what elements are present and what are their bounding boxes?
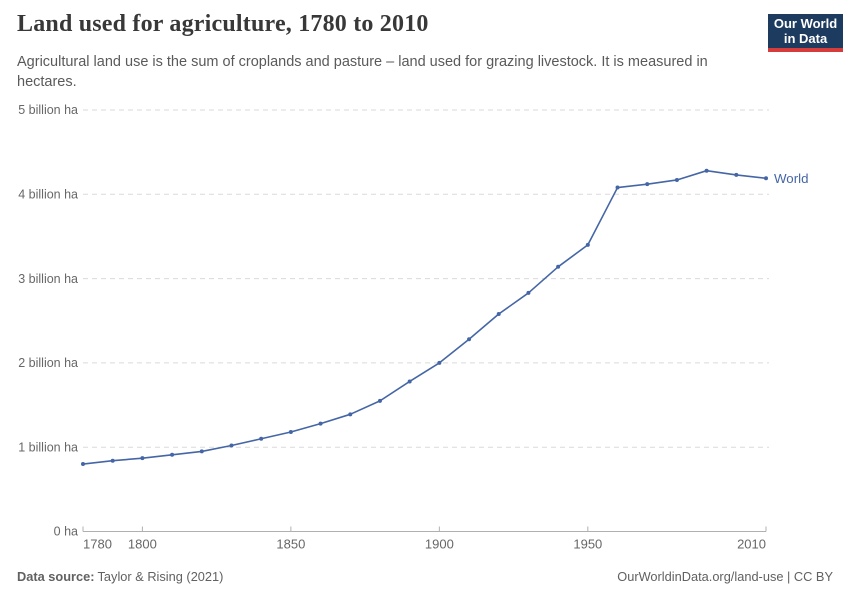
data-point[interactable] <box>645 182 650 187</box>
data-point[interactable] <box>229 443 234 448</box>
data-point[interactable] <box>377 398 382 403</box>
series-line <box>82 169 767 465</box>
y-tick-label: 0 ha <box>54 525 78 539</box>
y-tick-label: 5 billion ha <box>18 103 78 117</box>
data-point[interactable] <box>110 458 115 463</box>
y-tick-label: 2 billion ha <box>18 356 78 370</box>
data-point[interactable] <box>81 462 85 467</box>
y-tick-label: 1 billion ha <box>18 440 78 454</box>
data-point[interactable] <box>140 456 145 461</box>
series-label: World <box>774 171 808 186</box>
data-point[interactable] <box>170 452 175 457</box>
x-tick-label: 1780 <box>83 537 112 552</box>
data-point[interactable] <box>674 177 679 182</box>
data-point[interactable] <box>437 360 442 365</box>
x-tick-label: 1950 <box>573 537 602 552</box>
data-point[interactable] <box>348 412 353 417</box>
x-tick-label: 1800 <box>128 537 157 552</box>
x-tick-label: 1850 <box>276 537 305 552</box>
attribution-link[interactable]: OurWorldinData.org/land-use | CC BY <box>617 569 833 584</box>
owid-logo[interactable]: Our World in Data <box>768 14 843 52</box>
data-point[interactable] <box>318 421 323 426</box>
data-point[interactable] <box>734 172 739 177</box>
data-source-value: Taylor & Rising (2021) <box>97 569 224 584</box>
x-tick-label: 2010 <box>737 537 766 552</box>
data-point[interactable] <box>764 176 768 181</box>
data-source-label: Data source: <box>17 569 95 584</box>
data-source: Data source: Taylor & Rising (2021) <box>17 569 223 584</box>
data-point[interactable] <box>704 168 709 173</box>
data-point[interactable] <box>288 430 293 435</box>
data-point[interactable] <box>615 185 620 190</box>
page-title: Land used for agriculture, 1780 to 2010 <box>17 11 429 37</box>
data-point[interactable] <box>259 436 264 441</box>
chart-subtitle: Agricultural land use is the sum of crop… <box>17 54 708 90</box>
y-tick-label: 3 billion ha <box>18 272 78 286</box>
data-point[interactable] <box>199 449 204 454</box>
owid-logo-line1: Our World <box>773 16 838 31</box>
data-point[interactable] <box>556 264 561 269</box>
owid-logo-line2: in Data <box>783 31 828 46</box>
y-tick-label: 4 billion ha <box>18 188 78 202</box>
x-tick-label: 1900 <box>425 537 454 552</box>
data-point[interactable] <box>467 337 472 342</box>
data-point[interactable] <box>526 290 531 295</box>
data-point[interactable] <box>585 242 590 247</box>
data-point[interactable] <box>496 312 501 317</box>
data-point[interactable] <box>407 379 412 384</box>
